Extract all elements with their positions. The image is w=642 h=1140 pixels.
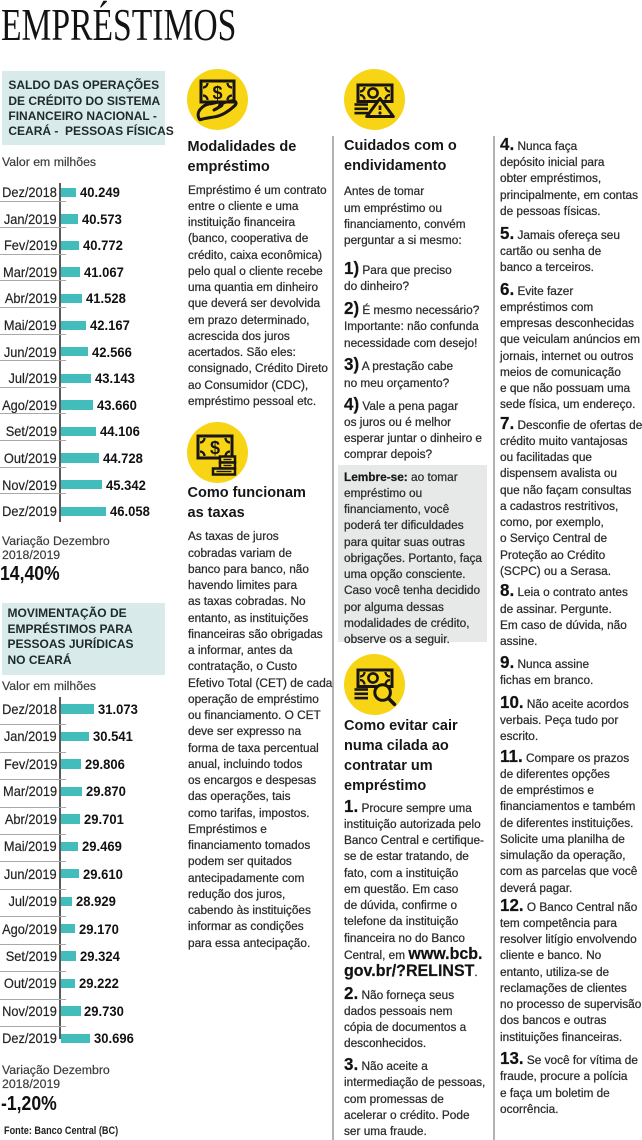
svg-text:$: $ [210,438,220,458]
svg-text:$: $ [212,83,222,103]
